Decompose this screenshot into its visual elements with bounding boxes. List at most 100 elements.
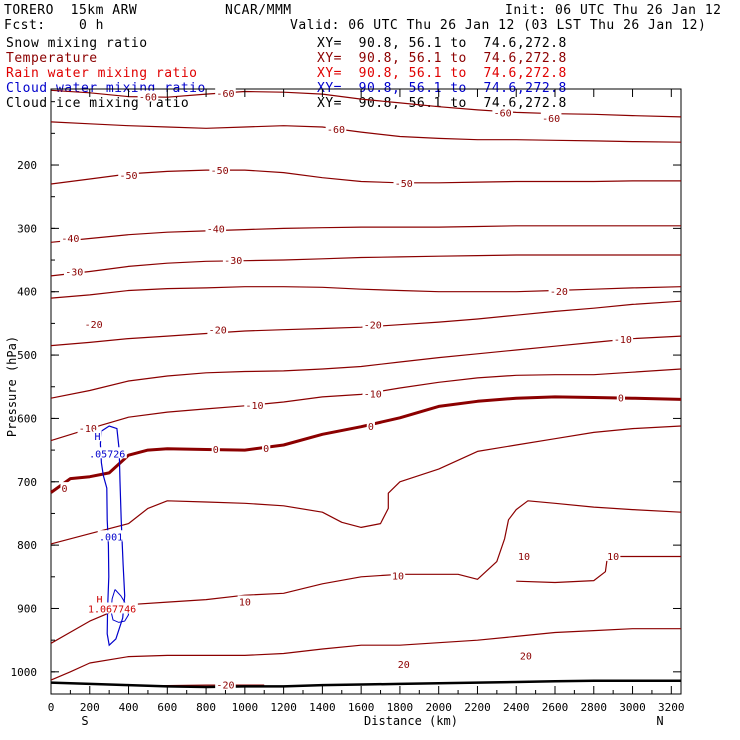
- contour-label-bg: [612, 333, 634, 345]
- contour-label-bg: [209, 164, 230, 176]
- contour-label-bg: [540, 112, 562, 124]
- temperature-contour: [50, 254, 681, 277]
- y-tick-label: 400: [17, 286, 37, 299]
- contour-label-bg: [237, 595, 253, 607]
- contour-label: 0: [263, 444, 269, 455]
- contour-label: 0: [368, 422, 374, 433]
- contour-label-bg: [97, 530, 125, 542]
- contour-label: -60: [139, 93, 157, 104]
- contour-label-bg: [616, 391, 626, 403]
- temperature-contour: [50, 335, 682, 399]
- contour-label: 20: [520, 651, 532, 662]
- x-tick-label: 3000: [619, 701, 646, 714]
- x-tick-label: 2400: [503, 701, 530, 714]
- contour-label-bg: [211, 442, 220, 454]
- temperature-contour: [50, 395, 682, 494]
- contour-label-bg: [244, 399, 265, 411]
- contour-label: -10: [364, 390, 382, 401]
- legend-label: Rain water mixing ratio: [6, 66, 198, 81]
- x-tick-label: 1800: [387, 701, 414, 714]
- x-tick-label: 600: [157, 701, 177, 714]
- contour-label-bg: [390, 569, 406, 581]
- legend-label: Temperature: [6, 51, 98, 66]
- temperature-contour: [50, 300, 682, 347]
- contour-label: 1.067746: [88, 604, 136, 615]
- contour-label: H: [96, 595, 102, 606]
- contour-label: 0: [213, 445, 219, 456]
- contour-label-bg: [86, 602, 138, 614]
- legend-label: Snow mixing ratio: [6, 36, 148, 51]
- x-tick-label: 2600: [542, 701, 569, 714]
- contour-label: -20: [216, 680, 234, 691]
- valid-time: Valid: 06 UTC Thu 26 Jan 12 (03 LST Thu …: [290, 18, 707, 33]
- south-label: S: [81, 714, 88, 728]
- contour-label-bg: [77, 421, 99, 433]
- init-time: Init: 06 UTC Thu 26 Jan 12: [505, 3, 722, 18]
- y-tick-label: 700: [17, 476, 37, 489]
- contour-label: .05726: [89, 449, 125, 460]
- contour-label-bg: [207, 323, 229, 335]
- x-tick-label: 2800: [581, 701, 608, 714]
- contour-label-bg: [60, 482, 69, 494]
- y-tick-label: 200: [17, 159, 37, 172]
- temperature-contour: [50, 368, 682, 442]
- contour-label: -60: [494, 108, 512, 119]
- y-tick-label: 800: [17, 539, 37, 552]
- contour-label-bg: [366, 420, 375, 432]
- x-tick-label: 800: [196, 701, 216, 714]
- contour-label: -40: [207, 224, 225, 235]
- x-tick-label: 3200: [658, 701, 685, 714]
- contour-label-bg: [516, 549, 532, 561]
- contour-label: -20: [364, 321, 382, 332]
- contour-label: -60: [327, 125, 345, 136]
- contour-label-bg: [605, 549, 621, 561]
- contour-label-bg: [518, 649, 534, 661]
- contour-label: -40: [61, 234, 79, 245]
- contour-label: 0: [62, 484, 68, 495]
- temperature-contour: [50, 500, 682, 644]
- x-tick-label: 1600: [348, 701, 375, 714]
- contour-label: 10: [607, 552, 619, 563]
- contour-label-bg: [215, 678, 236, 690]
- temperature-contour: [50, 628, 681, 681]
- temperature-contour: [50, 169, 681, 185]
- contour-label: 0: [618, 394, 624, 405]
- contour-label-bg: [93, 430, 102, 442]
- y-tick-label: 500: [17, 349, 37, 362]
- x-tick-label: 400: [119, 701, 139, 714]
- temperature-contour: [50, 286, 682, 299]
- temperature-contour: [50, 121, 682, 143]
- contour-label-bg: [215, 86, 236, 98]
- contour-label: 10: [518, 552, 530, 563]
- contour-label-bg: [118, 169, 139, 181]
- contour-label: 20: [398, 660, 410, 671]
- contour-label: 10: [239, 598, 251, 609]
- contour-label-bg: [548, 285, 570, 297]
- contour-label: 10: [392, 572, 404, 583]
- cloud-water-contour: [99, 425, 126, 647]
- y-axis-label: Pressure (hPa): [5, 336, 19, 437]
- y-tick-label: 900: [17, 602, 37, 615]
- contour-label: -10: [614, 335, 632, 346]
- contour-label: .001: [99, 532, 123, 543]
- x-tick-label: 1400: [309, 701, 336, 714]
- contour-label: -30: [65, 267, 83, 278]
- legend-xy: XY= 90.8, 56.1 to 74.6,272.8: [317, 51, 567, 66]
- temperature-contour: [516, 555, 681, 584]
- contour-label: H: [95, 432, 101, 443]
- x-axis-label: Distance (km): [364, 714, 458, 728]
- contour-label-bg: [137, 90, 159, 102]
- contour-label-bg: [492, 106, 513, 118]
- contour-label-bg: [393, 176, 415, 188]
- legend-label: Cloud ice mixing ratio: [6, 96, 190, 111]
- contour-label: -50: [395, 179, 413, 190]
- contour-label-bg: [83, 318, 104, 330]
- contour-label-bg: [325, 122, 347, 134]
- contour-label-bg: [63, 265, 85, 277]
- x-tick-label: 1200: [270, 701, 297, 714]
- temperature-contour: [50, 425, 682, 545]
- contour-label: -60: [542, 114, 560, 125]
- contour-label-bg: [262, 442, 271, 454]
- contour-label: -50: [120, 171, 138, 182]
